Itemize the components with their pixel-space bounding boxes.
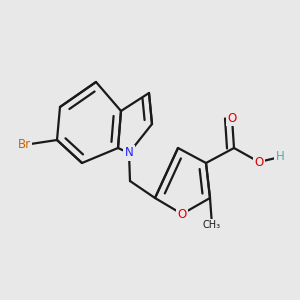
Text: O: O	[177, 208, 187, 220]
Text: N: N	[124, 146, 134, 160]
Text: O: O	[227, 112, 237, 124]
Text: Br: Br	[17, 139, 31, 152]
Text: O: O	[254, 155, 264, 169]
Text: CH₃: CH₃	[203, 220, 221, 230]
Text: H: H	[276, 151, 284, 164]
